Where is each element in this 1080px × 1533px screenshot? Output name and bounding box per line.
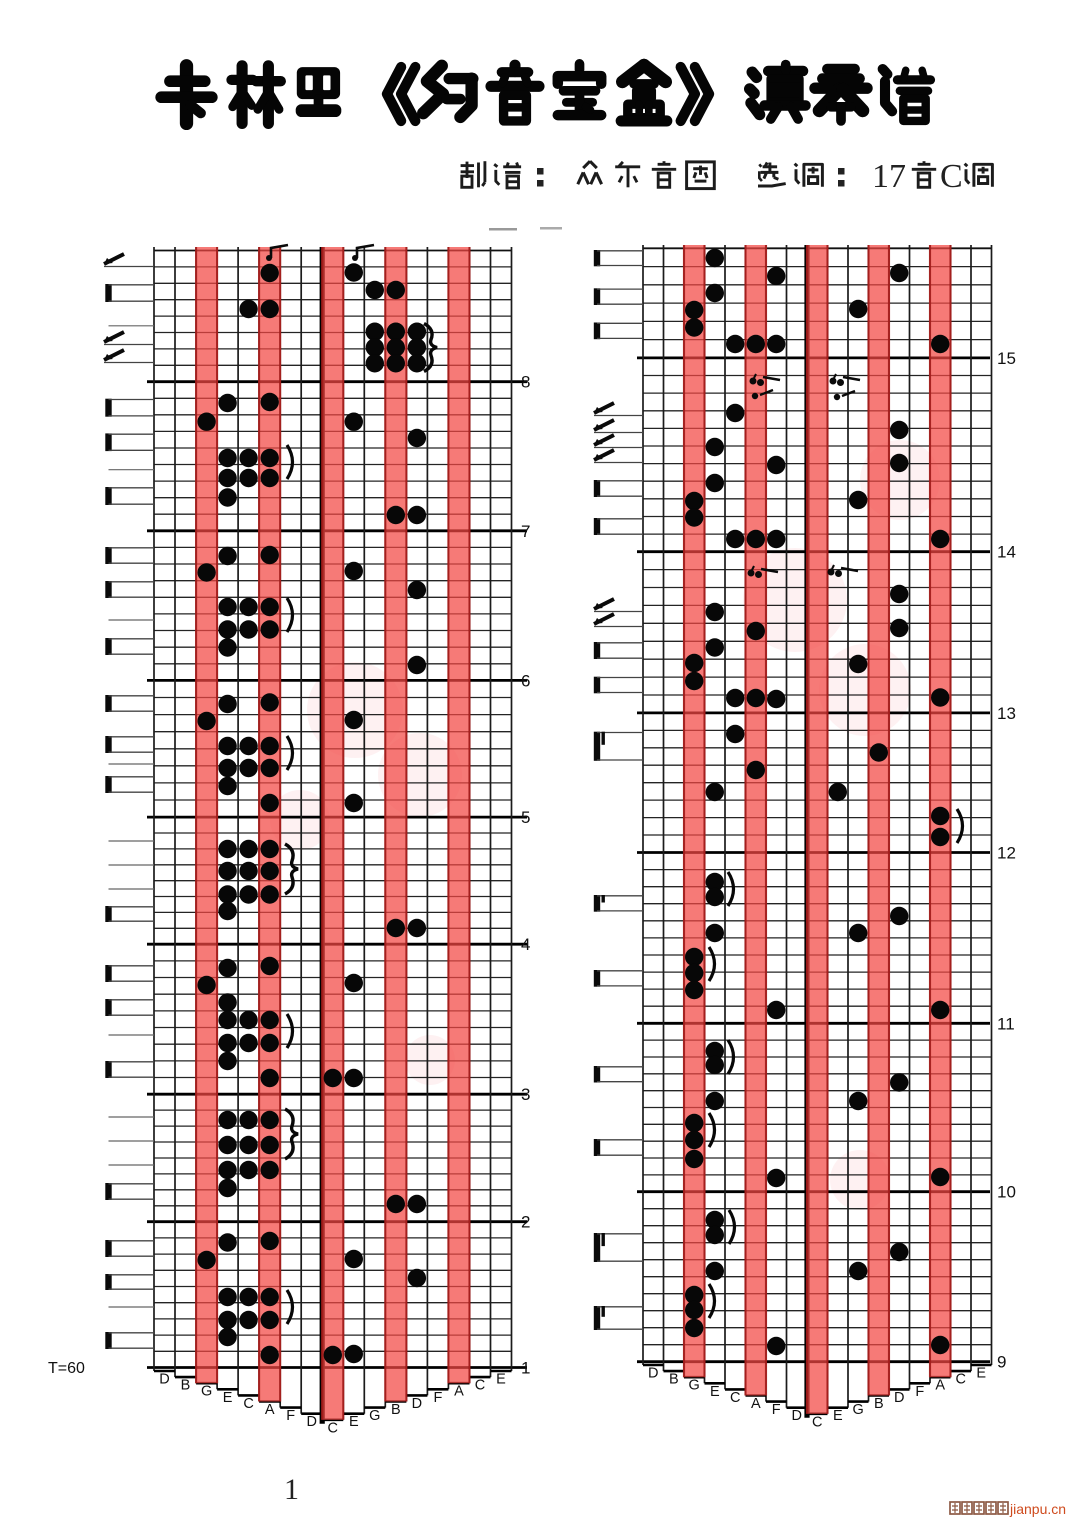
svg-text:jianpu.cn: jianpu.cn	[1009, 1501, 1066, 1517]
svg-text:1: 1	[521, 1359, 530, 1378]
svg-text:D: D	[159, 1372, 169, 1388]
svg-text:D: D	[792, 1408, 802, 1424]
svg-text:C: C	[812, 1414, 822, 1430]
svg-text:E: E	[223, 1390, 233, 1406]
svg-text:10: 10	[997, 1183, 1016, 1202]
svg-text:3: 3	[521, 1085, 530, 1104]
svg-text:2: 2	[521, 1213, 530, 1232]
svg-text:A: A	[454, 1384, 464, 1400]
svg-text:8: 8	[521, 373, 530, 392]
svg-text:D: D	[412, 1396, 422, 1412]
svg-text:9: 9	[997, 1353, 1006, 1372]
svg-text:4: 4	[521, 935, 530, 954]
svg-text:C: C	[956, 1372, 966, 1388]
svg-text:6: 6	[521, 671, 530, 690]
svg-text:E: E	[349, 1414, 359, 1430]
svg-text:C: C	[475, 1378, 485, 1394]
svg-text:D: D	[894, 1390, 904, 1406]
svg-text:1: 1	[284, 1473, 299, 1506]
svg-text:F: F	[433, 1390, 442, 1406]
svg-text:G: G	[201, 1384, 212, 1400]
svg-text:D: D	[306, 1414, 316, 1430]
svg-text:E: E	[833, 1408, 843, 1424]
svg-text:11: 11	[997, 1014, 1015, 1033]
svg-text:F: F	[772, 1402, 781, 1418]
svg-text:B: B	[669, 1372, 679, 1388]
svg-text:B: B	[874, 1396, 884, 1412]
svg-text:5: 5	[521, 808, 530, 827]
svg-text:B: B	[181, 1378, 191, 1394]
svg-text:D: D	[648, 1366, 658, 1382]
svg-text:F: F	[915, 1384, 924, 1400]
svg-text:A: A	[751, 1396, 761, 1412]
svg-text:E: E	[496, 1372, 506, 1388]
svg-text:15: 15	[997, 349, 1016, 368]
svg-text:14: 14	[997, 543, 1016, 562]
svg-text:13: 13	[997, 704, 1016, 723]
svg-text:12: 12	[997, 844, 1016, 863]
svg-text:A: A	[935, 1378, 945, 1394]
svg-text:A: A	[265, 1402, 275, 1418]
svg-text:E: E	[976, 1366, 986, 1382]
svg-text:F: F	[286, 1408, 295, 1424]
svg-text:E: E	[710, 1384, 720, 1400]
svg-text:G: G	[689, 1378, 700, 1394]
svg-text:T=60: T=60	[48, 1360, 85, 1377]
svg-text:7: 7	[521, 522, 530, 541]
svg-text:C: C	[730, 1390, 740, 1406]
svg-text:17: 17	[872, 158, 906, 195]
svg-text:C: C	[243, 1396, 253, 1412]
svg-text:B: B	[391, 1402, 401, 1418]
svg-text:G: G	[853, 1402, 864, 1418]
svg-text:C: C	[328, 1420, 338, 1436]
svg-text:G: G	[369, 1408, 380, 1424]
svg-text:C: C	[940, 158, 963, 195]
